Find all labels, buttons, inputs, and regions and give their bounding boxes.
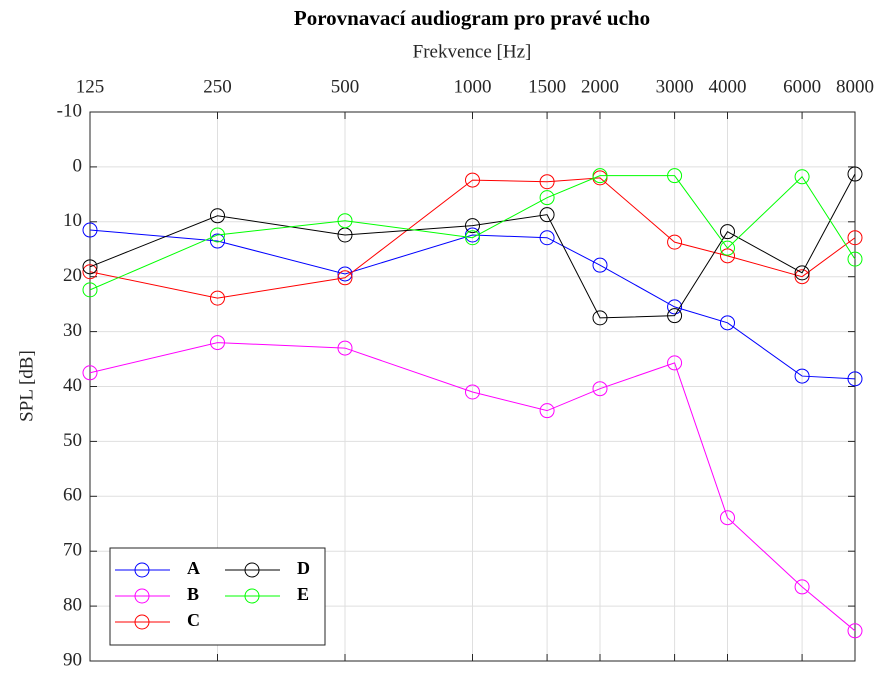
data-marker	[539, 230, 555, 246]
y-tick-label: 10	[63, 210, 82, 231]
y-tick-label: 60	[63, 485, 82, 506]
legend-marker	[134, 614, 150, 630]
data-marker	[539, 403, 555, 419]
data-marker	[720, 224, 735, 240]
y-tick-label: -10	[57, 100, 82, 121]
data-marker	[210, 227, 225, 243]
data-marker	[592, 381, 608, 397]
data-marker	[465, 230, 480, 246]
data-marker	[82, 365, 98, 381]
plot-frame	[89, 111, 856, 662]
data-marker	[720, 510, 735, 526]
data-marker	[210, 290, 225, 306]
data-marker	[794, 169, 810, 185]
x-tick-label: 4000	[709, 76, 747, 97]
y-tick-label: 0	[73, 155, 83, 176]
data-marker	[847, 623, 863, 639]
data-line	[89, 342, 856, 632]
data-marker	[465, 384, 480, 400]
y-tick-label: 50	[63, 430, 82, 451]
x-tick-label: 125	[76, 76, 105, 97]
data-marker	[592, 168, 608, 184]
x-tick-label: 8000	[836, 76, 874, 97]
y-tick-label: 80	[63, 594, 82, 615]
legend-marker	[134, 588, 150, 604]
legend-label: D	[297, 558, 310, 578]
data-marker	[210, 233, 225, 249]
x-tick-label: 500	[331, 76, 360, 97]
legend-marker	[244, 562, 260, 578]
x-tick-label: 2000	[581, 76, 619, 97]
data-line	[89, 175, 856, 291]
data-marker	[82, 222, 98, 238]
chart-title: Porovnavací audiogram pro pravé ucho	[294, 6, 650, 30]
data-marker	[794, 269, 810, 285]
data-marker	[539, 190, 555, 206]
data-marker	[465, 227, 480, 243]
legend-marker	[134, 562, 150, 578]
data-marker	[847, 166, 863, 182]
data-marker	[82, 282, 98, 298]
data-marker	[667, 355, 683, 371]
data-marker	[720, 240, 735, 256]
data-marker	[337, 213, 353, 229]
y-tick-label: 40	[63, 375, 82, 396]
data-marker	[667, 168, 683, 184]
data-marker	[210, 335, 225, 351]
data-marker	[82, 259, 98, 275]
data-line	[89, 177, 856, 299]
data-marker	[592, 257, 608, 273]
legend-label: E	[297, 584, 309, 604]
x-tick-label: 250	[203, 76, 232, 97]
y-tick-label: 90	[63, 649, 82, 670]
data-marker	[720, 315, 735, 331]
data-marker	[794, 368, 810, 384]
data-marker	[667, 308, 683, 324]
x-axis-label: Frekvence [Hz]	[413, 41, 532, 62]
y-tick-label: 20	[63, 265, 82, 286]
data-marker	[337, 266, 353, 282]
x-tick-label: 1500	[528, 76, 566, 97]
data-marker	[539, 207, 555, 223]
data-marker	[847, 251, 863, 267]
legend-label: B	[187, 584, 199, 604]
data-marker	[847, 230, 863, 246]
data-marker	[667, 234, 683, 250]
legend-label: C	[187, 610, 200, 630]
data-marker	[337, 270, 353, 286]
data-marker	[210, 208, 225, 224]
data-marker	[539, 174, 555, 190]
y-tick-label: 70	[63, 540, 82, 561]
x-tick-label: 6000	[783, 76, 821, 97]
y-axis-label: SPL [dB]	[16, 350, 37, 422]
data-line	[89, 173, 856, 319]
data-marker	[847, 371, 863, 387]
x-tick-label: 1000	[454, 76, 492, 97]
data-line	[89, 229, 856, 380]
data-marker	[465, 172, 480, 188]
data-marker	[794, 265, 810, 281]
data-marker	[667, 299, 683, 315]
data-marker	[82, 264, 98, 280]
data-marker	[337, 340, 353, 356]
data-marker	[794, 579, 810, 595]
legend-label: A	[187, 558, 200, 578]
legend-marker	[244, 588, 260, 604]
x-tick-label: 3000	[656, 76, 694, 97]
data-marker	[592, 310, 608, 326]
y-tick-label: 30	[63, 320, 82, 341]
data-marker	[465, 218, 480, 234]
